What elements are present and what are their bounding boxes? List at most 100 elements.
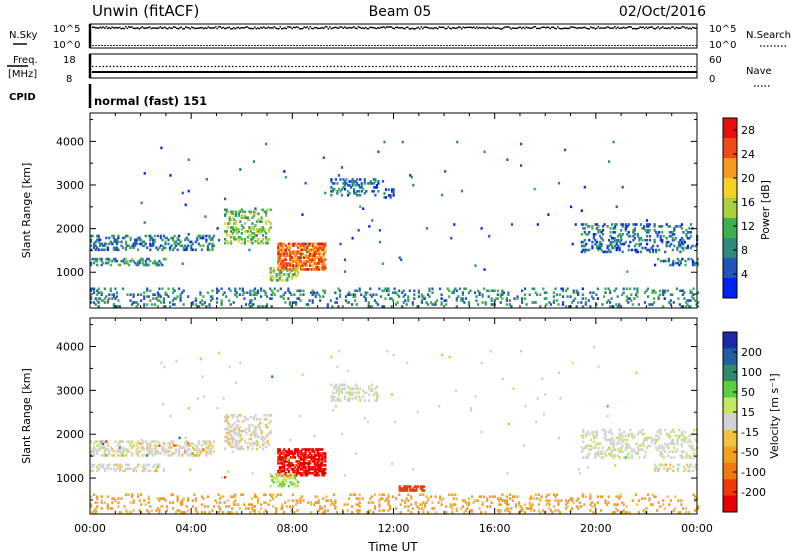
data-cell xyxy=(549,303,552,306)
data-cell xyxy=(392,190,395,193)
data-cell xyxy=(434,301,437,304)
data-cell xyxy=(469,509,472,512)
data-cell xyxy=(202,303,205,306)
data-cell xyxy=(135,263,138,267)
data-cell xyxy=(135,444,138,447)
data-cell xyxy=(293,271,297,274)
data-cell xyxy=(609,250,612,254)
data-cell xyxy=(347,184,350,187)
data-cell xyxy=(209,295,213,298)
data-cell xyxy=(686,246,690,250)
data-cell xyxy=(140,201,143,205)
data-cell xyxy=(371,387,374,391)
data-cell xyxy=(253,505,257,508)
nsky-point xyxy=(426,26,429,29)
data-cell xyxy=(336,191,339,195)
data-cell xyxy=(643,497,647,500)
data-cell xyxy=(292,244,295,248)
data-cell xyxy=(100,299,103,302)
data-cell xyxy=(299,473,303,477)
data-cell xyxy=(299,268,303,271)
data-cell xyxy=(281,262,284,265)
data-cell xyxy=(611,236,614,240)
data-cell xyxy=(656,244,659,248)
data-cell xyxy=(609,227,612,230)
nsky-point xyxy=(92,26,94,28)
data-cell xyxy=(356,190,359,193)
nsky-point xyxy=(116,27,118,29)
nsky-point xyxy=(413,28,415,30)
nsearch-point xyxy=(617,45,619,46)
data-cell xyxy=(336,397,339,400)
data-cell xyxy=(507,503,510,506)
data-cell xyxy=(671,440,674,444)
data-cell xyxy=(336,182,339,185)
data-cell xyxy=(664,463,667,467)
data-cell xyxy=(287,456,290,459)
data-cell xyxy=(457,295,460,298)
data-cell xyxy=(624,227,627,230)
nsky-point xyxy=(372,27,375,29)
data-cell xyxy=(657,501,660,504)
data-cell xyxy=(575,499,578,502)
data-cell xyxy=(321,262,324,265)
data-cell xyxy=(292,468,295,471)
data-cell xyxy=(322,289,325,293)
data-cell xyxy=(545,303,548,306)
data-cell xyxy=(483,268,486,271)
nsearch-point xyxy=(422,45,424,46)
data-cell xyxy=(340,166,344,169)
data-cell xyxy=(129,259,132,263)
nsky-point xyxy=(477,27,480,30)
data-cell xyxy=(645,248,649,252)
data-cell xyxy=(266,295,269,298)
data-cell xyxy=(530,495,533,498)
y-tick-label: 2000 xyxy=(56,223,84,236)
data-cell xyxy=(628,287,631,291)
data-cell xyxy=(368,385,371,389)
data-cell xyxy=(114,463,117,467)
data-cell xyxy=(307,464,310,467)
data-cell xyxy=(161,505,164,508)
nsky-point xyxy=(269,27,271,29)
data-cell xyxy=(228,299,231,302)
data-cell xyxy=(304,454,307,457)
data-cell xyxy=(171,442,175,445)
nsearch-point xyxy=(677,45,679,46)
data-cell xyxy=(292,264,295,267)
data-cell xyxy=(648,499,651,502)
nsearch-point xyxy=(383,45,385,46)
data-cell xyxy=(635,223,638,226)
data-cell xyxy=(366,291,369,294)
data-cell xyxy=(275,279,278,282)
data-cell xyxy=(127,493,131,496)
data-cell xyxy=(224,419,227,423)
nsky-point xyxy=(677,27,679,29)
data-cell xyxy=(674,450,677,453)
data-cell xyxy=(205,240,208,244)
data-cell xyxy=(614,464,617,467)
data-cell xyxy=(661,454,664,457)
data-cell xyxy=(161,287,164,291)
data-cell xyxy=(680,444,683,448)
data-cell xyxy=(667,446,670,450)
data-cell xyxy=(319,299,322,302)
data-cell xyxy=(552,299,555,302)
nsearch-point xyxy=(341,45,343,46)
data-cell xyxy=(232,501,235,504)
data-cell xyxy=(178,448,181,451)
data-cell xyxy=(153,469,156,473)
data-cell xyxy=(112,454,115,457)
nsearch-point xyxy=(278,45,280,46)
data-cell xyxy=(384,196,388,199)
data-cell xyxy=(140,293,143,296)
data-cell xyxy=(530,507,533,510)
data-cell xyxy=(571,497,574,500)
data-cell xyxy=(686,303,689,306)
data-cell xyxy=(187,499,190,502)
data-cell xyxy=(227,431,230,435)
data-cell xyxy=(343,187,347,191)
data-cell xyxy=(315,454,318,457)
data-cell xyxy=(381,305,384,308)
data-cell xyxy=(624,448,627,451)
